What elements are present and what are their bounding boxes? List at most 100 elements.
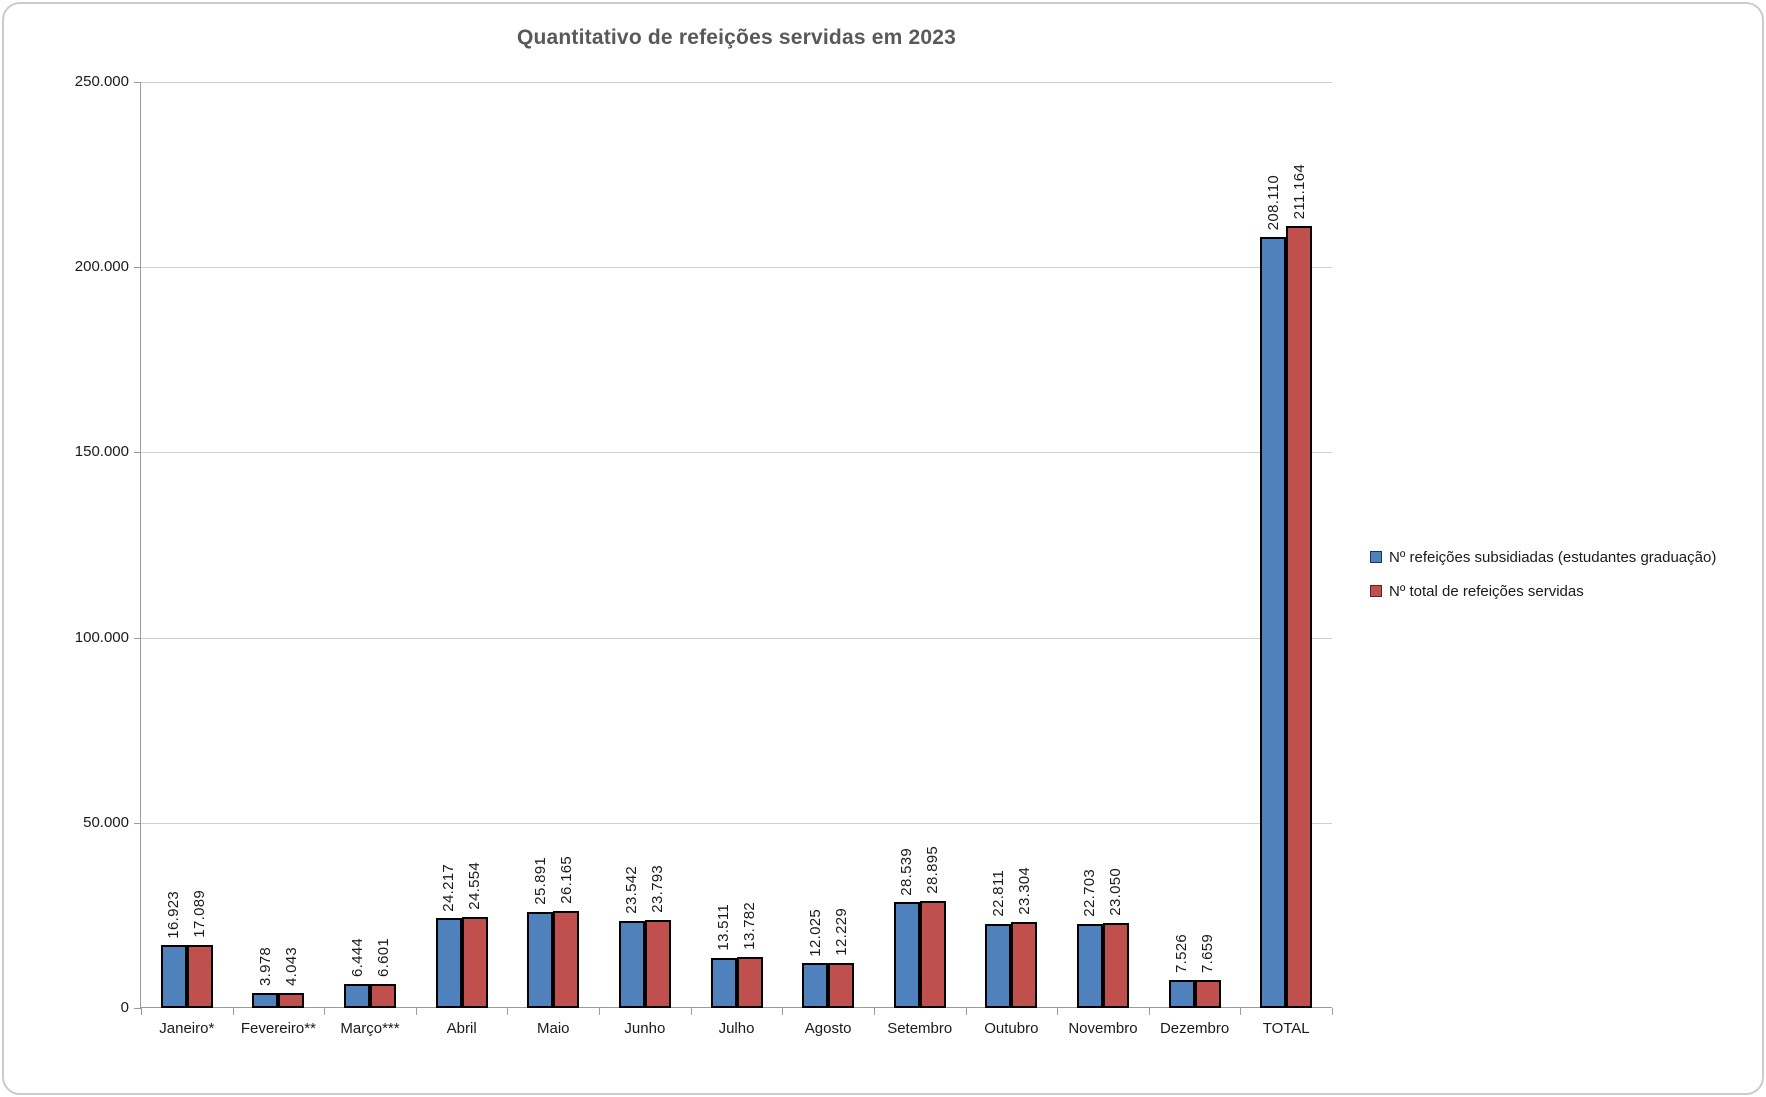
x-axis-label: Novembro: [1068, 1020, 1138, 1037]
y-axis-tick: [134, 82, 141, 83]
x-axis-tick: [1057, 1008, 1059, 1015]
x-axis-tick: [232, 1008, 234, 1015]
bar-subsidized: [344, 984, 371, 1008]
bar-total: [828, 962, 855, 1008]
bar-subsidized: [1260, 237, 1287, 1008]
legend-item-subsidized: Nº refeições subsidiadas (estudantes gra…: [1370, 548, 1717, 566]
bar-label-wrap: 4.043: [278, 947, 304, 986]
y-axis-tick-label: 150.000: [74, 443, 129, 461]
x-axis-tick: [1332, 1008, 1333, 1015]
y-axis-tick-label: 50.000: [83, 813, 129, 831]
bar-label-wrap: 3.978: [252, 947, 278, 986]
bar-value-label: 12.229: [832, 908, 850, 956]
bar-value-label: 22.811: [989, 869, 1007, 917]
y-axis-tick-label: 200.000: [74, 258, 129, 276]
x-axis-tick: [873, 1008, 875, 1015]
x-axis-tick: [782, 1008, 784, 1015]
bar-value-label: 28.539: [898, 847, 916, 896]
x-axis-label: Julho: [718, 1020, 755, 1037]
bar-label-wrap: 24.217: [436, 864, 462, 912]
bar-value-label: 12.025: [806, 908, 824, 957]
bar-label-wrap: 25.891: [527, 857, 553, 905]
y-axis-line: [140, 82, 141, 1008]
bar-value-label: 7.659: [1199, 933, 1217, 973]
legend-label-subsidized: Nº refeições subsidiadas (estudantes gra…: [1389, 548, 1717, 566]
x-axis-label: Outubro: [984, 1020, 1039, 1037]
bar-total: [461, 917, 488, 1008]
y-axis-tick: [134, 822, 141, 824]
y-axis-tick: [134, 1008, 141, 1009]
bar-value-label: 23.050: [1107, 867, 1125, 916]
y-axis-tick-label: 250.000: [74, 73, 129, 90]
bar-total: [278, 993, 305, 1008]
bar-label-wrap: 7.526: [1169, 934, 1195, 973]
bar-subsidized: [527, 912, 554, 1008]
bar-label-wrap: 23.050: [1103, 868, 1129, 916]
bar-label-wrap: 13.782: [737, 902, 763, 950]
bar-value-label: 6.444: [348, 938, 366, 978]
x-axis-tick: [599, 1008, 601, 1015]
bar-value-label: 208.110: [1264, 174, 1282, 231]
bar-label-wrap: 16.923: [161, 891, 187, 939]
y-axis-tick: [134, 452, 141, 454]
bar-value-label: 211.164: [1290, 163, 1308, 219]
x-axis-tick: [965, 1008, 967, 1015]
bar-subsidized: [802, 963, 829, 1008]
bar-label-wrap: 6.601: [370, 938, 396, 977]
bar-total: [644, 919, 671, 1008]
y-axis-tick: [134, 637, 141, 639]
bar-label-wrap: 22.811: [985, 870, 1011, 917]
x-axis-label: Maio: [537, 1020, 570, 1037]
y-axis-tick-label: 0: [120, 999, 129, 1016]
plot-area: 0 50.000 100.000 150.000 200.000 250.000 Janei…: [75, 73, 1333, 1037]
gridline: [141, 822, 1332, 824]
x-axis-label: Janeiro*: [159, 1020, 215, 1037]
bar-label-wrap: 22.703: [1077, 869, 1103, 917]
bar-total: [1102, 922, 1129, 1008]
bar-subsidized: [618, 920, 645, 1008]
bar-subsidized: [1168, 980, 1195, 1008]
gridline: [141, 267, 1332, 269]
x-axis-tick: [1240, 1008, 1242, 1015]
bar-subsidized: [1076, 923, 1103, 1008]
x-axis-label: Março***: [340, 1020, 400, 1037]
bar-total: [186, 944, 213, 1008]
bar-subsidized: [893, 902, 920, 1008]
bar-subsidized: [985, 923, 1012, 1008]
bar-value-label: 3.978: [256, 947, 274, 987]
bar-label-wrap: 23.304: [1011, 867, 1037, 915]
y-axis-tick: [134, 267, 141, 269]
bar-value-label: 28.895: [924, 846, 942, 894]
gridline: [141, 637, 1332, 639]
bar-subsidized: [252, 993, 279, 1008]
x-axis-label: Agosto: [804, 1020, 852, 1037]
bar-label-wrap: 26.165: [553, 856, 579, 904]
bar-value-label: 16.923: [165, 890, 183, 939]
bar-value-label: 17.089: [191, 890, 209, 938]
x-axis-tick: [415, 1008, 417, 1015]
bar-label-wrap: 28.539: [894, 848, 920, 896]
bar-value-label: 22.703: [1081, 869, 1099, 917]
x-axis-tick: [141, 1008, 142, 1015]
bar-value-label: 6.601: [374, 937, 392, 977]
bar-subsidized: [710, 957, 737, 1008]
bar-label-wrap: 17.089: [187, 890, 213, 938]
bar-total: [1286, 225, 1313, 1008]
bar-value-label: 13.511: [715, 904, 732, 951]
x-axis-tick: [1148, 1008, 1150, 1015]
x-axis-label: TOTAL: [1262, 1020, 1310, 1037]
gridline: [141, 82, 1332, 83]
bar-total: [553, 911, 580, 1008]
bar-label-wrap: 211.164: [1286, 164, 1312, 219]
x-axis-label: Setembro: [887, 1020, 953, 1037]
bar-label-wrap: 13.511: [711, 904, 737, 951]
bar-total: [370, 983, 397, 1008]
bar-total: [919, 900, 946, 1008]
bar-label-wrap: 6.444: [344, 938, 370, 977]
bar-value-label: 13.782: [741, 902, 758, 950]
gridline: [141, 452, 1332, 454]
y-axis-tick-label: 100.000: [74, 628, 129, 646]
bar-total: [1011, 921, 1038, 1008]
x-axis-tick: [324, 1008, 326, 1015]
